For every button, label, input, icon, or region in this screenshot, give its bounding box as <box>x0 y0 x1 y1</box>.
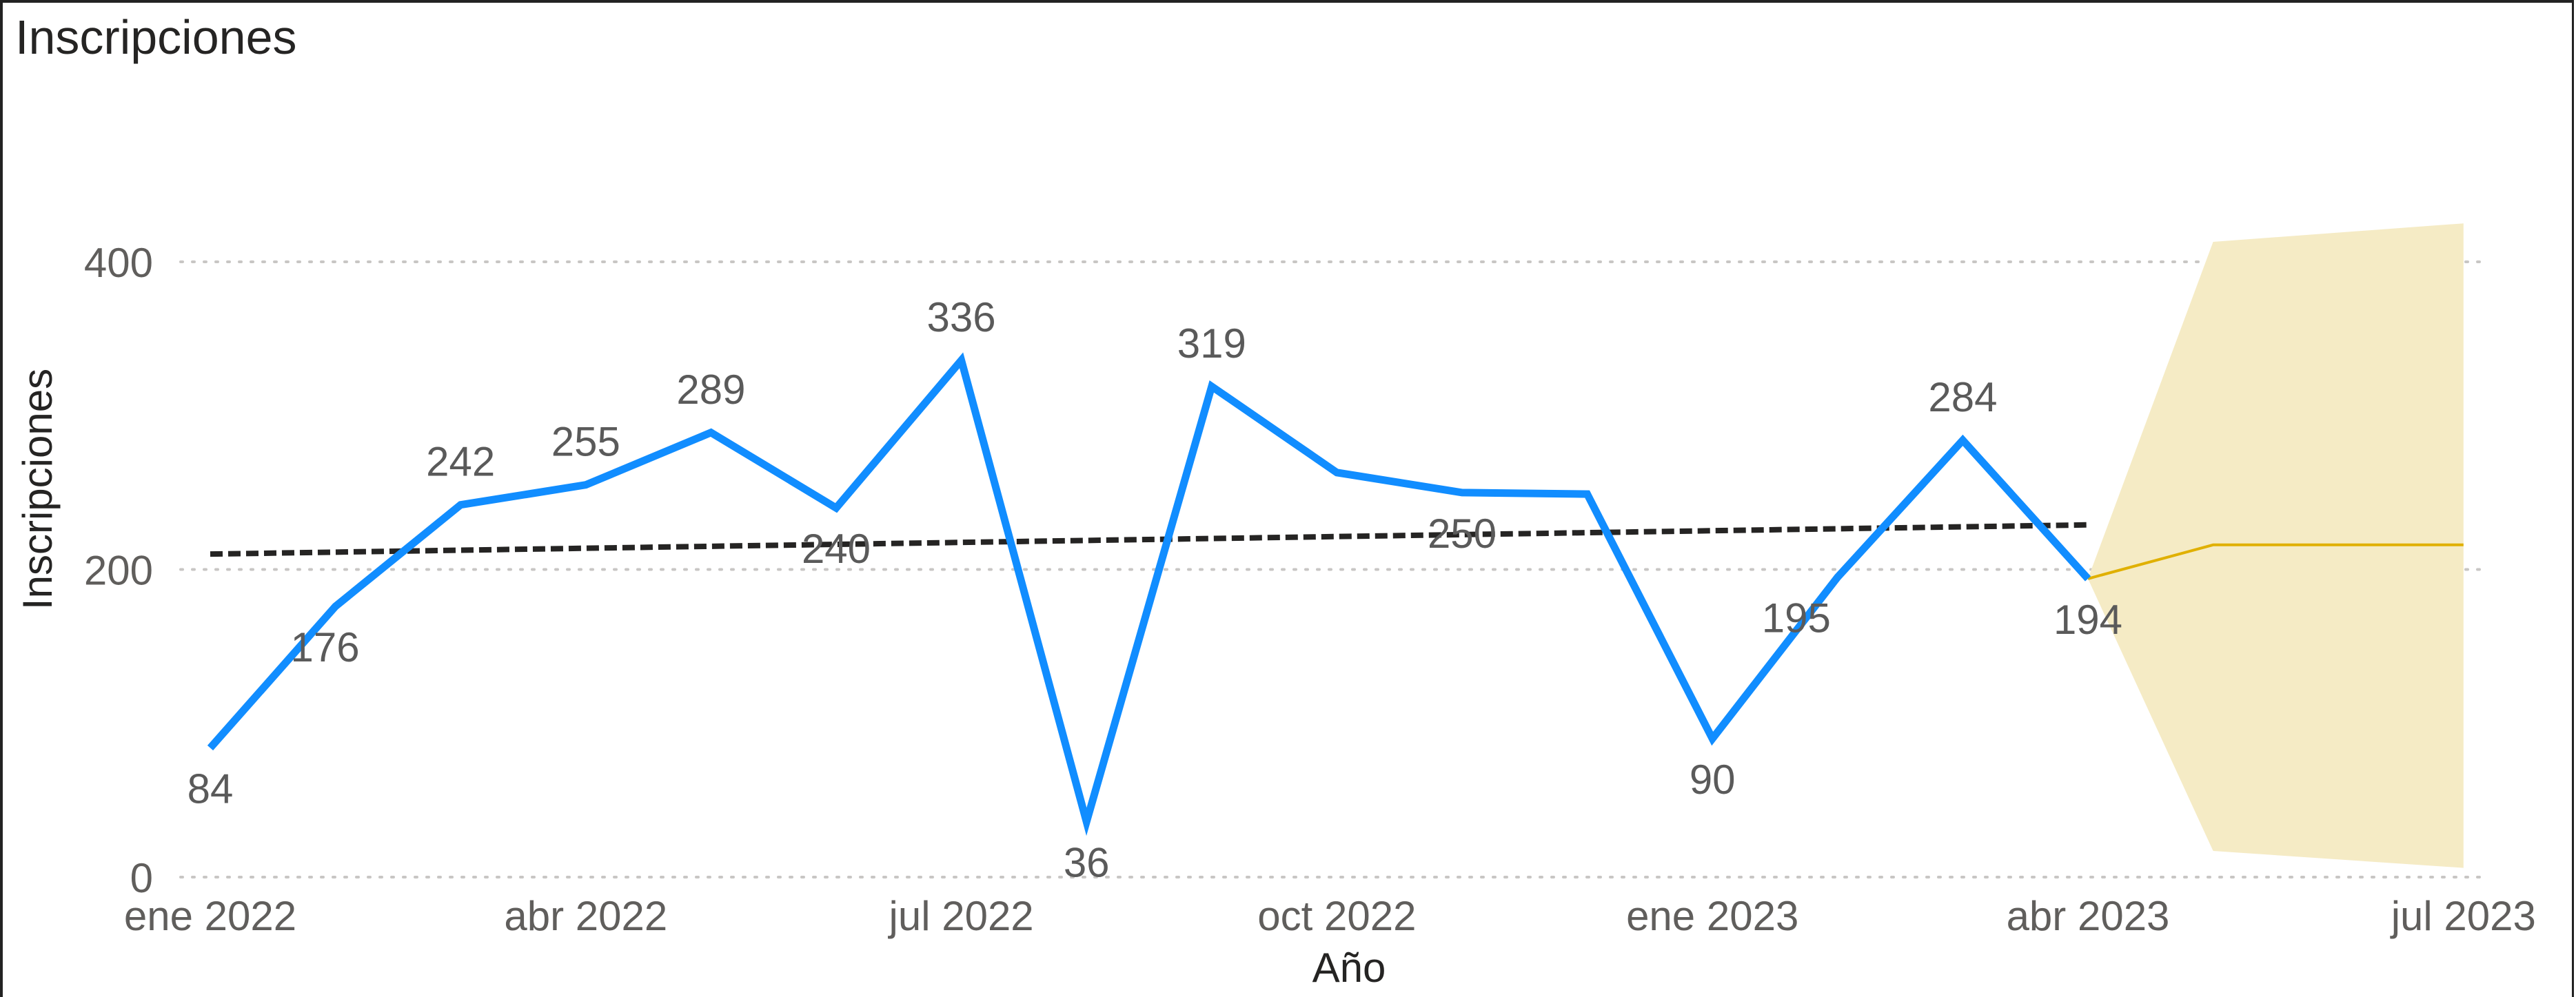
forecast-line <box>2087 543 2464 580</box>
data-label: 242 <box>426 439 495 485</box>
series-line <box>207 352 2091 836</box>
data-label: 240 <box>802 526 871 572</box>
y-tick-label: 200 <box>84 548 153 594</box>
data-label: 336 <box>927 294 996 340</box>
trend-line <box>210 522 2089 557</box>
data-label: 36 <box>1064 840 1110 886</box>
data-label: 195 <box>1762 595 1831 641</box>
data-label: 194 <box>2053 597 2122 643</box>
x-tick-label: jul 2022 <box>888 893 1034 939</box>
y-axis: 0 200 400 <box>84 240 153 901</box>
data-label: 255 <box>551 419 620 465</box>
trend-line-group <box>210 522 2089 557</box>
x-tick-label: abr 2023 <box>2007 893 2170 939</box>
data-label: 176 <box>291 624 360 670</box>
x-tick-label: abr 2022 <box>504 893 667 939</box>
x-tick-label: oct 2022 <box>1257 893 1416 939</box>
data-label: 284 <box>1928 374 1997 420</box>
data-label: 289 <box>676 367 745 413</box>
data-label: 90 <box>1690 757 1736 803</box>
data-label: 250 <box>1428 511 1497 557</box>
x-axis-title: Año <box>1312 945 1386 991</box>
y-tick-label: 0 <box>130 855 153 901</box>
x-axis: ene 2022 abr 2022 jul 2022 oct 2022 ene 2023… <box>124 893 2536 939</box>
data-label: 84 <box>187 765 234 812</box>
y-axis-title: Inscripciones <box>14 369 61 610</box>
x-tick-label: ene 2022 <box>124 893 296 939</box>
data-labels: 84 176 242 255 289 240 336 36 319 250 90 195 284 194 <box>187 294 2122 886</box>
series-group <box>207 352 2464 836</box>
data-label: 319 <box>1177 320 1246 367</box>
chart-title: Inscripciones <box>15 10 297 64</box>
x-tick-label: jul 2023 <box>2390 893 2536 939</box>
y-tick-label: 400 <box>84 240 153 286</box>
x-tick-label: ene 2023 <box>1626 893 1798 939</box>
